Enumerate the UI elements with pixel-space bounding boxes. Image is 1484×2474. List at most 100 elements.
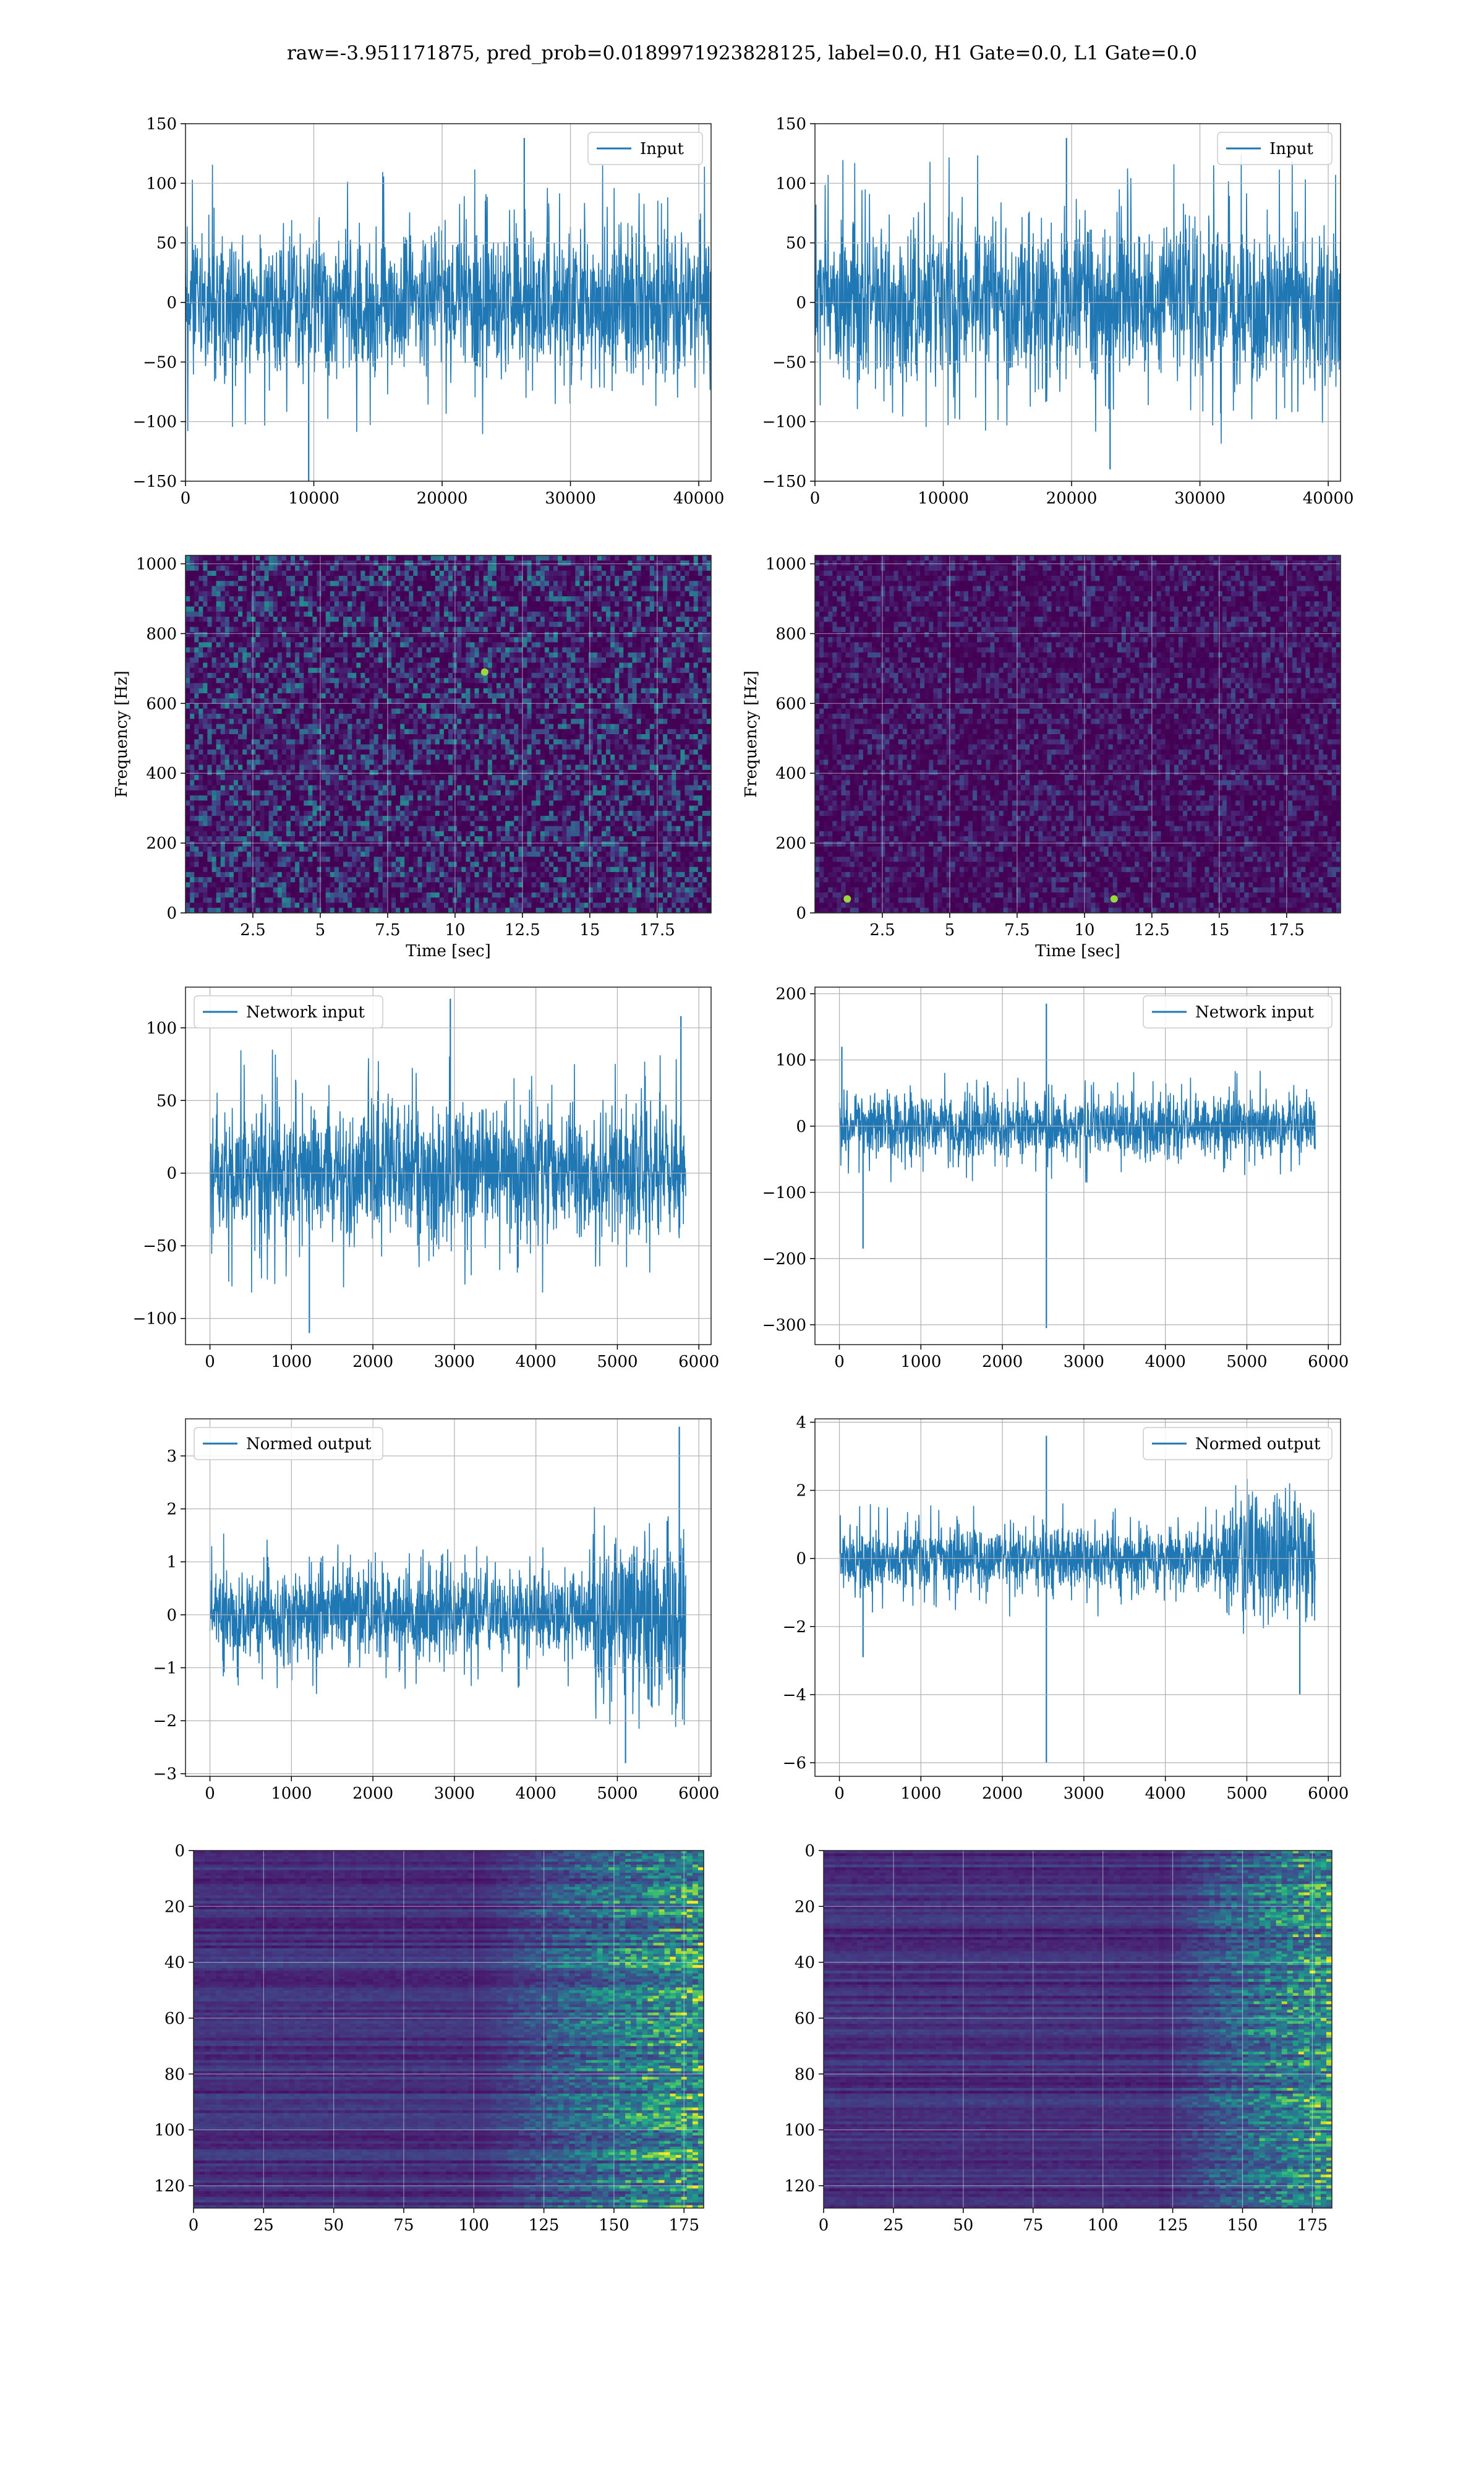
x-tick-label: 10000 [918,489,969,508]
legend: Normed output [194,1427,383,1460]
spectrogram-left: 2.5 5 7.5 10 12.5 15 17.5 0 200 400 600 800 1000 Time… [113,555,712,961]
y-tick-label: 100 [146,1019,177,1038]
x-tick-label: 30000 [1174,489,1226,508]
signal-line [838,1071,1316,1183]
y-axis-label: Frequency [Hz] [742,670,761,798]
x-tick-label: 20000 [1046,489,1098,508]
y-tick-label: −50 [143,1237,177,1256]
legend-box [194,995,383,1029]
signal-line [209,1050,686,1293]
y-tick-label: −100 [133,413,177,432]
y-tick-label: 400 [146,764,177,783]
y-tick-label: −2 [153,1712,177,1731]
x-tick-label: 17.5 [1269,921,1305,940]
y-tick-label: 120 [154,2177,185,2196]
y-tick-label: 80 [795,2065,815,2084]
x-tick-label: 0 [819,2216,829,2235]
feature-map-right-plot-area [824,1851,1332,2208]
input-left: 0 10000 20000 30000 40000 −150 −100 −50 0 50 100 15… [133,115,725,508]
axes-frame [193,1850,704,2209]
input-left-plot-area [186,124,711,481]
y-tick-label: 0 [166,1165,177,1183]
x-tick-label: 2000 [982,1353,1023,1371]
x-tick-label: 10000 [288,489,339,508]
x-tick-label: 175 [1297,2216,1328,2235]
legend: Input [587,132,703,165]
spectrogram-right-plot-area [815,555,1341,913]
y-tick-label: 120 [784,2177,815,2196]
y-tick-label: 60 [795,2010,815,2028]
y-tick-label: 0 [796,294,806,312]
x-tick-label: 6000 [678,1784,719,1803]
normed-output-left-plot-area [186,1419,711,1776]
network-input-left-plot-area [186,987,711,1345]
network-input-right: 0 1000 2000 3000 4000 5000 6000 −300 −200 −100 0 10… [762,985,1349,1371]
x-tick-label: 2.5 [869,921,895,940]
y-tick-label: 0 [166,294,177,312]
y-tick-label: 100 [784,2121,815,2140]
x-tick-label: 5000 [597,1784,638,1803]
input-right-plot-area [815,124,1341,481]
x-tick-label: 25 [254,2216,274,2235]
x-tick-label: 175 [668,2216,699,2235]
legend-label: Network input [1195,1003,1314,1022]
y-tick-label: 100 [775,1051,806,1070]
y-tick-label: −200 [762,1250,806,1269]
y-tick-label: 200 [146,834,177,853]
y-tick-label: 150 [775,115,806,134]
y-tick-label: 800 [146,625,177,643]
normed-output-right-plot-area [815,1419,1341,1776]
heatmap-cells [815,555,1341,913]
x-tick-label: 150 [599,2216,629,2235]
x-tick-label: 0 [810,489,821,508]
x-tick-label: 3000 [1064,1784,1104,1803]
y-tick-label: 2 [796,1482,806,1500]
y-tick-label: 50 [786,234,806,253]
x-tick-label: 0 [205,1353,215,1371]
x-tick-label: 0 [834,1784,845,1803]
spectrogram-left-plot-area [186,555,711,913]
x-tick-label: 7.5 [375,921,400,940]
heatmap-cells [824,1851,1332,2208]
y-tick-label: 1000 [136,555,177,574]
y-tick-label: −4 [783,1686,806,1705]
x-tick-label: 15 [579,921,600,940]
y-tick-label: 400 [775,764,806,783]
y-tick-label: −100 [762,413,806,432]
legend-box [587,132,703,165]
x-tick-label: 0 [834,1353,845,1371]
x-tick-label: 3000 [1064,1353,1104,1371]
heatmap-hotspot [1110,895,1118,903]
x-tick-label: 7.5 [1004,921,1030,940]
feature-map-right: 0 25 50 75 100 125 150 175 0 20 40 60 80 100 120 [784,1842,1333,2235]
y-tick-label: 0 [804,1842,815,1860]
heatmap-hotspot [843,895,851,903]
y-tick-label: −1 [153,1659,177,1677]
axes-frame [185,1418,712,1777]
x-tick-label: 150 [1227,2216,1258,2235]
legend-label: Normed output [1195,1435,1321,1453]
x-tick-label: 4000 [1145,1784,1186,1803]
feature-map-left-plot-area [194,1851,704,2208]
legend-box [194,1427,383,1460]
x-tick-label: 2000 [352,1353,393,1371]
y-tick-label: 0 [796,1550,806,1569]
x-tick-label: 6000 [1308,1784,1349,1803]
x-tick-label: 40000 [673,489,725,508]
signal-line [209,1507,686,1729]
x-axis-label: Time [sec] [1035,942,1120,961]
x-tick-label: 4000 [516,1353,556,1371]
legend: Input [1217,132,1333,165]
heatmap-cells [186,555,711,913]
x-tick-label: 1000 [900,1784,941,1803]
y-tick-label: 0 [796,1118,806,1136]
legend: Network input [1143,995,1333,1029]
x-tick-label: 1000 [271,1784,312,1803]
x-tick-label: 30000 [545,489,596,508]
x-tick-label: 0 [189,2216,199,2235]
figure-title: raw=-3.951171875, pred_prob=0.0189971923… [0,42,1484,64]
y-tick-label: 20 [164,1898,185,1916]
y-tick-label: 200 [775,834,806,853]
axes-frame [185,987,712,1345]
